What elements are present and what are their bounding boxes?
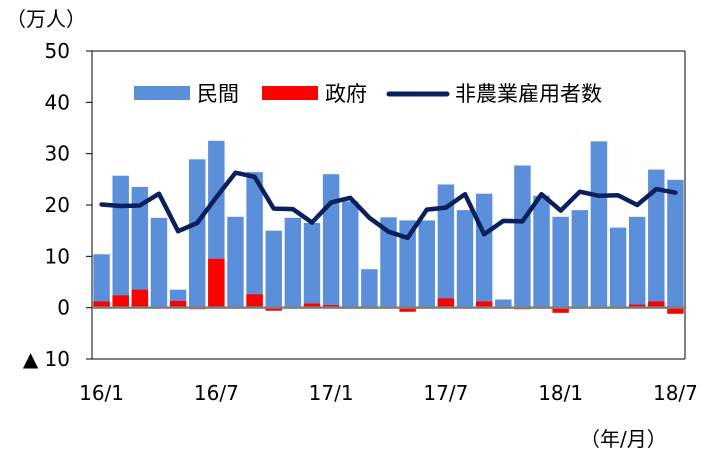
y-tick-label: 10 (45, 244, 70, 268)
bar-private (399, 220, 416, 308)
government-bars (93, 258, 684, 314)
bar-private (514, 165, 531, 308)
legend: 民間 政府 非農業雇用者数 (134, 82, 602, 106)
bar-private (533, 195, 550, 308)
bar-government (246, 294, 263, 308)
bar-private (609, 227, 627, 308)
nonfarm-line (99, 170, 678, 241)
private-bars (93, 140, 684, 308)
bar-private (131, 187, 149, 308)
bar-government (322, 305, 340, 308)
bar-government (131, 289, 149, 308)
bar-government (628, 304, 646, 308)
bar-private (150, 217, 168, 308)
x-axis: 16/1 16/7 17/1 17/7 18/1 18/7 (79, 381, 698, 405)
x-tick-label: 16/7 (194, 381, 239, 405)
bar-private (322, 174, 340, 308)
y-tick-label: 40 (45, 90, 70, 114)
bar-government (475, 301, 493, 308)
bar-private (456, 210, 474, 308)
bar-government (93, 301, 110, 308)
bar-government (169, 300, 187, 308)
bar-private (437, 184, 455, 308)
x-tick-label: 18/7 (653, 381, 698, 405)
x-tick-label: 17/1 (309, 381, 354, 405)
bar-private (571, 210, 589, 308)
x-tick-label: 18/1 (538, 381, 583, 405)
x-unit-label: （年/月） (580, 427, 667, 451)
y-tick-label: 50 (45, 39, 70, 63)
y-axis: 50 40 30 20 10 0 ▲ 10 (23, 39, 92, 371)
bar-private (361, 269, 378, 308)
y-unit-label: （万人） (6, 7, 86, 31)
legend-label-nonfarm: 非農業雇用者数 (455, 82, 602, 106)
bar-private (227, 216, 244, 308)
legend-swatch-private (134, 86, 190, 100)
y-tick-label: 20 (45, 193, 70, 217)
y-tick-label: 30 (45, 142, 70, 166)
bar-private (628, 216, 646, 308)
bar-private (475, 193, 493, 308)
bar-government (667, 307, 684, 314)
bar-private (284, 217, 302, 308)
line-nonfarm (99, 170, 678, 241)
bar-private (495, 299, 512, 308)
bar-government (265, 307, 282, 311)
bar-private (112, 175, 129, 308)
bar-private (303, 222, 321, 308)
bar-government (437, 298, 455, 308)
bar-government (648, 301, 665, 308)
bar-private (246, 172, 263, 308)
legend-label-private: 民間 (197, 82, 239, 106)
legend-label-government: 政府 (325, 82, 367, 106)
x-tick-label: 16/1 (79, 381, 124, 405)
bar-private (342, 201, 359, 308)
bar-government (112, 295, 129, 308)
bar-private (418, 220, 435, 308)
y-tick-label: 0 (57, 296, 70, 320)
bar-private (188, 159, 206, 308)
bar-government (303, 303, 321, 308)
bar-private (648, 169, 665, 308)
legend-swatch-government (262, 86, 318, 100)
bar-private (265, 230, 282, 308)
bar-government (208, 258, 225, 308)
y-tick-label: ▲ 10 (23, 347, 70, 371)
bar-private (667, 179, 684, 308)
bar-private (590, 141, 608, 308)
bar-private (552, 216, 569, 308)
bar-private (380, 217, 397, 308)
x-tick-label: 17/7 (423, 381, 468, 405)
bar-private (93, 254, 110, 308)
bar-government (399, 307, 416, 312)
bar-government (552, 307, 569, 313)
